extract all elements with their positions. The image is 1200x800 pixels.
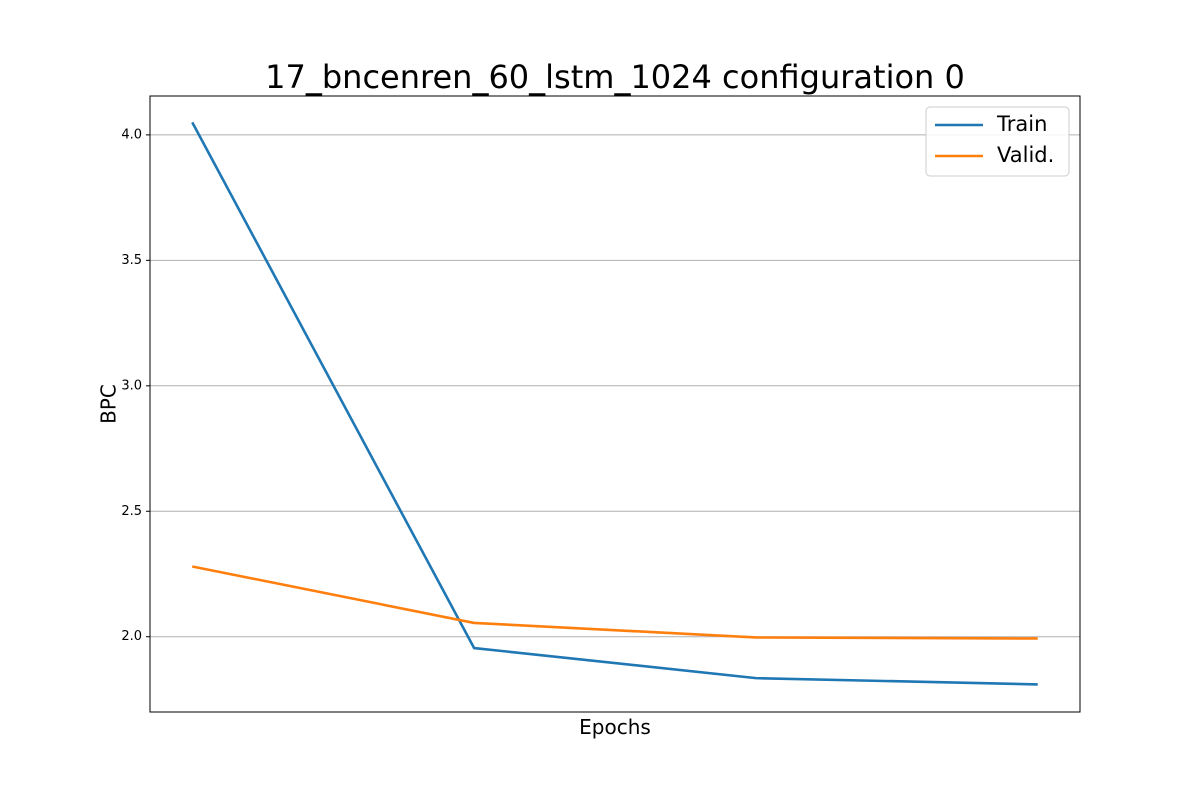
series-line-valid (192, 565, 1038, 640)
series-lines (191, 121, 1038, 686)
y-tick-label: 2.5 (121, 504, 142, 519)
y-tick-label: 3.0 (121, 378, 142, 393)
series-line-train (191, 121, 1038, 686)
y-tick-label: 4.0 (121, 127, 142, 142)
x-axis-label: Epochs (579, 715, 651, 739)
y-axis-label: BPC (97, 384, 121, 424)
y-axis-ticks: 2.0 2.5 3.0 3.5 4.0 (121, 127, 150, 644)
plot-frame (149, 95, 1081, 713)
y-tick-label: 2.0 (121, 629, 142, 644)
legend-label: Train (996, 112, 1047, 136)
y-tick-label: 3.5 (121, 253, 142, 268)
legend-label: Valid. (997, 143, 1054, 167)
grid-lines (150, 134, 1080, 638)
legend-items: Train Valid. (935, 112, 1054, 167)
chart-title: 17_bncenren_60_lstm_1024 configuration 0 (265, 58, 965, 96)
legend: Train Valid. (925, 106, 1070, 177)
